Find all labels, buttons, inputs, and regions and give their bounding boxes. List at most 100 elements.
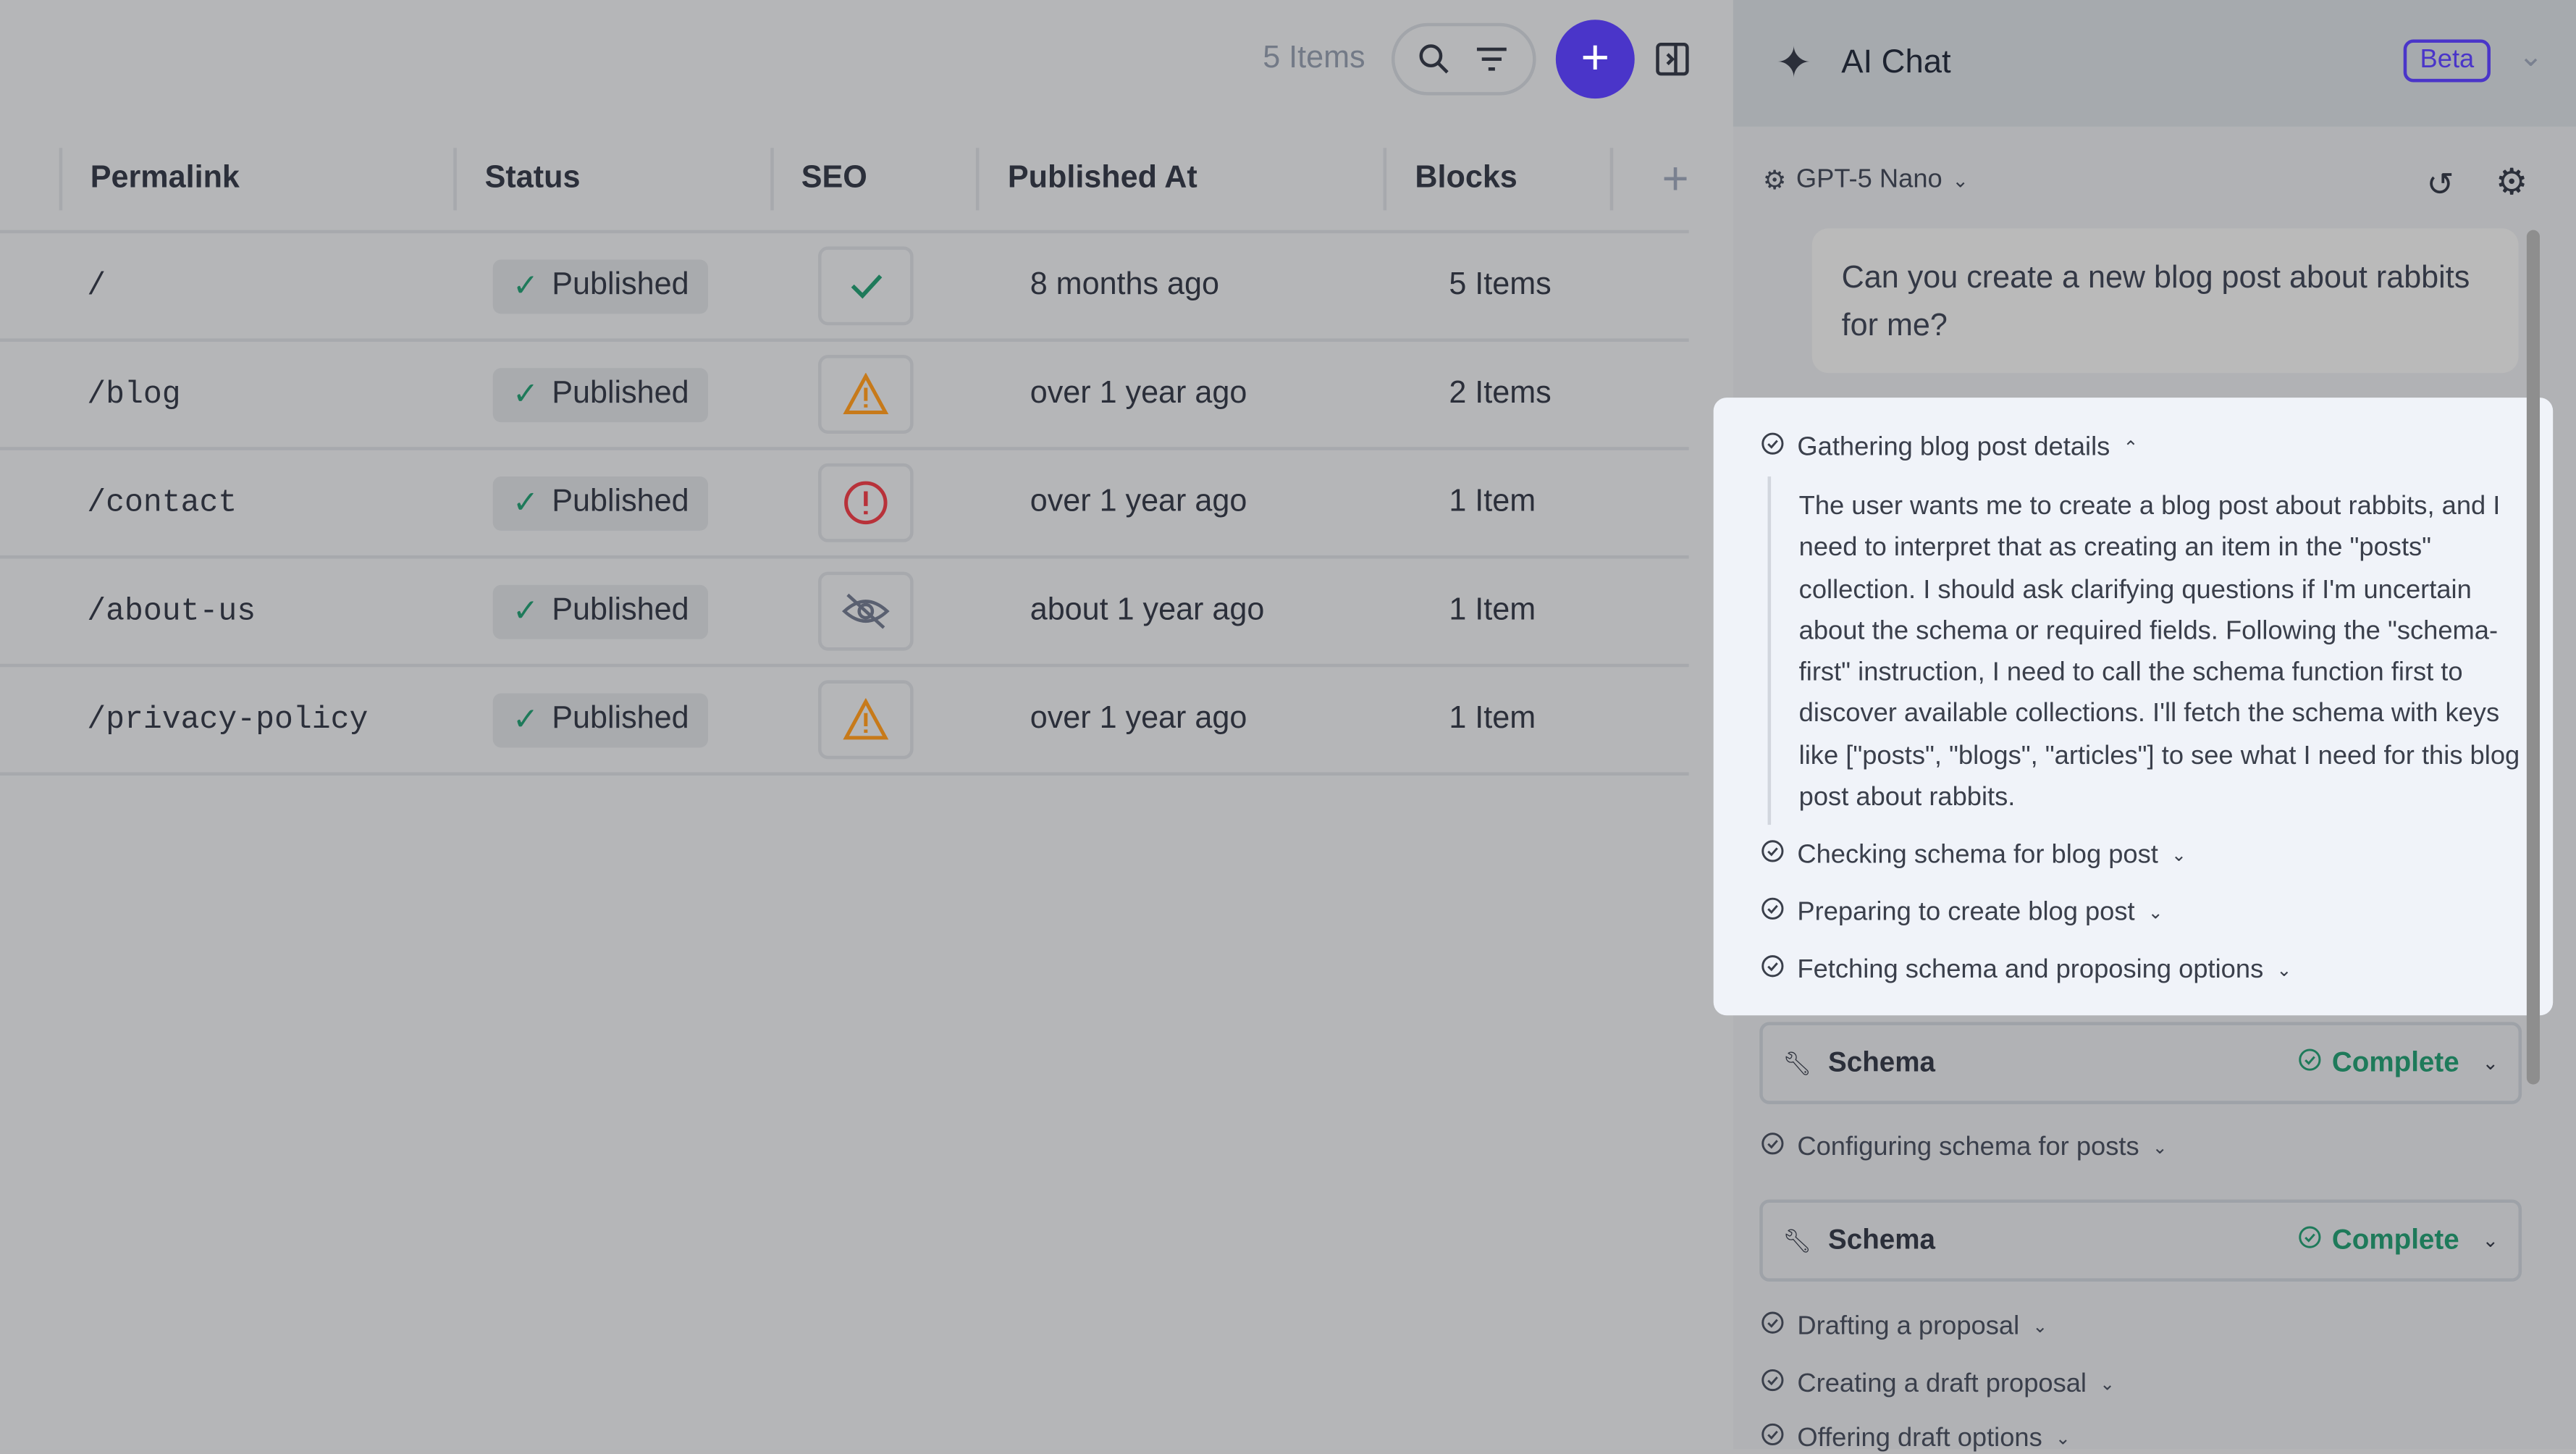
status-label: Published bbox=[552, 593, 689, 628]
published-at-cell: 8 months ago bbox=[1030, 267, 1219, 303]
reasoning-step[interactable]: Creating a draft proposal ⌄ bbox=[1761, 1369, 2115, 1400]
chevron-down-icon: ⌄ bbox=[2032, 1317, 2048, 1338]
header-seo[interactable]: SEO bbox=[770, 148, 977, 211]
status-label: Published bbox=[552, 267, 689, 303]
check-icon: ✓ bbox=[512, 702, 539, 737]
chat-title: AI Chat bbox=[1841, 44, 1951, 81]
openai-icon: ⚙ bbox=[1762, 167, 1787, 196]
reasoning-step[interactable]: Preparing to create blog post ⌄ bbox=[1761, 897, 2163, 928]
chevron-down-icon: ⌄ bbox=[2171, 846, 2186, 866]
eye-off-icon[interactable] bbox=[818, 571, 914, 651]
permalink-cell: / bbox=[87, 267, 106, 304]
item-count: 5 Items bbox=[1263, 41, 1365, 76]
reasoning-step[interactable]: Drafting a proposal ⌄ bbox=[1761, 1311, 2047, 1342]
status-cell: ✓ Published bbox=[465, 584, 790, 639]
seo-cell bbox=[790, 571, 1002, 651]
error-icon[interactable] bbox=[818, 463, 914, 542]
user-message: Can you create a new blog post about rab… bbox=[1811, 228, 2519, 374]
status-badge: ✓ Published bbox=[492, 259, 709, 314]
step-label: Gathering blog post details bbox=[1797, 432, 2110, 461]
check-circle-icon bbox=[2299, 1046, 2323, 1079]
check-icon: ✓ bbox=[512, 594, 539, 629]
gear-icon[interactable]: ⚙ bbox=[2495, 161, 2528, 203]
table-row[interactable]: / ✓ Published 8 months ago 5 Items bbox=[0, 233, 1689, 342]
check-circle-icon bbox=[2299, 1224, 2323, 1256]
permalink-cell: /blog bbox=[87, 376, 181, 413]
sidebar-toggle-icon[interactable] bbox=[1654, 41, 1691, 77]
reasoning-step[interactable]: Configuring schema for posts ⌄ bbox=[1761, 1132, 2168, 1163]
reasoning-step[interactable]: Fetching schema and proposing options ⌄ bbox=[1761, 954, 2291, 986]
check-icon: ✓ bbox=[512, 377, 539, 412]
warning-icon[interactable] bbox=[818, 680, 914, 760]
thinking-divider bbox=[1767, 476, 1772, 825]
step-label: Creating a draft proposal bbox=[1797, 1369, 2087, 1398]
status-cell: ✓ Published bbox=[465, 475, 790, 530]
search-filter-group bbox=[1391, 22, 1536, 96]
status-badge: ✓ Published bbox=[492, 367, 709, 422]
reasoning-step[interactable]: Offering draft options ⌄ bbox=[1761, 1423, 2071, 1454]
toolbar: 5 Items + bbox=[1263, 20, 1691, 99]
reasoning-highlight bbox=[1713, 398, 2554, 1016]
header-status[interactable]: Status bbox=[453, 148, 770, 211]
tool-status: Complete bbox=[2299, 1224, 2459, 1256]
status-cell: ✓ Published bbox=[465, 367, 790, 422]
clear-history-icon[interactable]: ↺ bbox=[2426, 167, 2454, 204]
table-row[interactable]: /about-us ✓ Published about 1 year ago 1 … bbox=[0, 558, 1689, 668]
check-circle-icon bbox=[1761, 954, 1784, 986]
table-row[interactable]: /contact ✓ Published over 1 year ago 1 It… bbox=[0, 450, 1689, 559]
header-blocks[interactable]: Blocks bbox=[1384, 148, 1609, 211]
check-icon: ✓ bbox=[512, 485, 539, 521]
chevron-down-icon: ⌄ bbox=[2152, 1138, 2168, 1159]
check-circle-icon bbox=[1761, 432, 1784, 463]
tool-status: Complete bbox=[2299, 1046, 2459, 1079]
seo-ok-icon[interactable] bbox=[818, 246, 914, 326]
status-badge: ✓ Published bbox=[492, 692, 709, 747]
table-header: Permalink Status SEO Published At Blocks… bbox=[0, 128, 1689, 234]
search-icon[interactable] bbox=[1418, 43, 1450, 75]
permalink-cell: /about-us bbox=[87, 593, 256, 630]
chevron-down-icon: ⌄ bbox=[2100, 1375, 2116, 1395]
header-published-at[interactable]: Published At bbox=[976, 148, 1384, 211]
pages-table: Permalink Status SEO Published At Blocks… bbox=[0, 128, 1689, 776]
header-permalink[interactable]: Permalink bbox=[59, 148, 454, 211]
permalink-cell: /privacy-policy bbox=[87, 701, 369, 738]
status-cell: ✓ Published bbox=[465, 259, 790, 314]
step-label: Preparing to create blog post bbox=[1797, 898, 2135, 926]
chat-scrollbar[interactable] bbox=[2526, 230, 2541, 1085]
table-row[interactable]: /blog ✓ Published over 1 year ago 2 Items bbox=[0, 342, 1689, 450]
content-area: 5 Items + Permalink Status SEO Published… bbox=[0, 20, 1691, 776]
check-circle-icon bbox=[1761, 1423, 1784, 1454]
published-at-cell: over 1 year ago bbox=[1030, 484, 1247, 520]
step-label: Drafting a proposal bbox=[1797, 1311, 2020, 1340]
tool-call-card[interactable]: 🔧︎ Schema Complete ⌄ bbox=[1759, 1022, 2522, 1104]
warning-icon[interactable] bbox=[818, 355, 914, 434]
chevron-down-icon[interactable]: ⌄ bbox=[2518, 39, 2543, 72]
sparkles-icon: ✦ bbox=[1775, 38, 1812, 88]
wrench-icon: 🔧︎ bbox=[1782, 1049, 1812, 1076]
seo-cell bbox=[790, 463, 1002, 542]
status-badge: ✓ Published bbox=[492, 584, 709, 639]
published-at-cell: over 1 year ago bbox=[1030, 376, 1247, 411]
blocks-cell: 1 Item bbox=[1449, 484, 1536, 520]
chat-header: ✦ AI Chat Beta ⌄ bbox=[1733, 0, 2576, 127]
chevron-down-icon: ⌄ bbox=[2482, 1229, 2499, 1253]
step-label: Configuring schema for posts bbox=[1797, 1132, 2139, 1161]
reasoning-step[interactable]: Checking schema for blog post ⌄ bbox=[1761, 840, 2186, 871]
check-icon: ✓ bbox=[512, 268, 539, 303]
add-item-button[interactable]: + bbox=[1555, 20, 1635, 99]
model-name: GPT-5 Nano bbox=[1796, 166, 1942, 194]
filter-icon[interactable] bbox=[1473, 43, 1510, 75]
chevron-down-icon: ⌄ bbox=[1952, 169, 1969, 193]
tool-name: Schema bbox=[1828, 1046, 1935, 1078]
beta-badge: Beta bbox=[2403, 39, 2491, 83]
table-row[interactable]: /privacy-policy ✓ Published over 1 year a… bbox=[0, 667, 1689, 776]
wrench-icon: 🔧︎ bbox=[1782, 1226, 1812, 1253]
tool-call-card[interactable]: 🔧︎ Schema Complete ⌄ bbox=[1759, 1199, 2522, 1282]
reasoning-step[interactable]: Gathering blog post details ⌃ bbox=[1761, 432, 2138, 463]
chevron-down-icon: ⌄ bbox=[2055, 1429, 2071, 1450]
status-label: Published bbox=[552, 376, 689, 411]
step-label: Fetching schema and proposing options bbox=[1797, 955, 2264, 984]
add-column-button[interactable]: + bbox=[1609, 148, 1689, 211]
seo-cell bbox=[790, 355, 1002, 434]
model-selector[interactable]: ⚙ GPT-5 Nano ⌄ bbox=[1763, 164, 1969, 197]
